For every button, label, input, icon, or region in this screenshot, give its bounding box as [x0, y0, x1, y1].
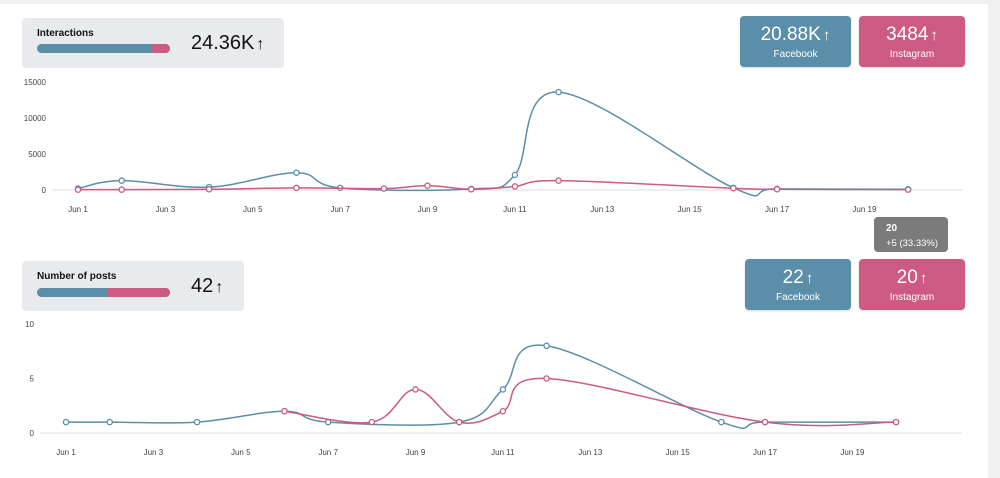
data-point-instagram — [293, 184, 300, 192]
data-point-instagram — [118, 186, 125, 193]
data-point-facebook — [718, 418, 725, 426]
interactions-instagram-badge[interactable]: 3484 ↑ Instagram — [859, 16, 965, 67]
chart-tooltip: 20 +5 (33.33%) — [874, 217, 948, 252]
x-tick-label: Jun 9 — [406, 448, 426, 457]
data-point-instagram — [205, 186, 213, 193]
x-tick-label: Jun 5 — [231, 448, 251, 457]
y-tick-label: 0 — [30, 429, 35, 438]
interactions-total-value: 24.36K — [191, 32, 255, 54]
x-tick-label: Jun 17 — [765, 205, 790, 214]
arrow-up-icon: ↑ — [822, 27, 831, 44]
x-tick-label: Jun 11 — [503, 205, 527, 214]
x-tick-label: Jun 1 — [68, 205, 88, 214]
interactions-label: Interactions — [37, 28, 94, 39]
arrow-up-icon: ↑ — [930, 27, 938, 44]
interactions-share-bar — [37, 44, 170, 53]
data-point-facebook — [543, 342, 550, 350]
interactions-instagram-share — [150, 44, 170, 53]
posts-instagram-name: Instagram — [889, 292, 935, 303]
posts-instagram-badge[interactable]: 20 ↑ Instagram — [859, 259, 965, 310]
data-point-facebook — [62, 418, 70, 426]
x-tick-label: Jun 15 — [678, 205, 703, 214]
y-tick-label: 10000 — [24, 114, 47, 123]
data-point-instagram — [730, 184, 737, 192]
data-point-instagram — [467, 186, 475, 193]
x-tick-label: Jun 15 — [666, 448, 691, 457]
x-tick-label: Jun 3 — [144, 448, 164, 457]
x-tick-label: Jun 3 — [156, 205, 176, 214]
data-point-instagram — [380, 185, 388, 192]
data-point-facebook — [193, 418, 201, 426]
y-tick-label: 5 — [30, 375, 35, 384]
interactions-instagram-value: 3484 — [886, 24, 929, 45]
interactions-total: 24.36K ↑ — [191, 32, 264, 55]
interactions-instagram-name: Instagram — [889, 49, 935, 60]
data-point-facebook — [499, 386, 507, 393]
arrow-up-icon: ↑ — [215, 279, 224, 296]
series-line-instagram — [284, 377, 897, 427]
y-tick-label: 0 — [42, 186, 47, 195]
tooltip-value: 20 — [886, 223, 898, 234]
x-tick-label: Jun 17 — [753, 448, 778, 457]
data-point-instagram — [424, 182, 431, 189]
arrow-up-icon: ↑ — [256, 36, 265, 53]
data-point-instagram — [511, 183, 519, 190]
data-point-instagram — [555, 177, 562, 184]
posts-facebook-name: Facebook — [776, 292, 820, 303]
posts-instagram-share — [106, 288, 170, 297]
tooltip-change: +5 (33.33%) — [886, 238, 939, 249]
series-line-facebook — [77, 91, 909, 197]
interactions-facebook-value: 20.88K — [760, 24, 821, 45]
arrow-up-icon: ↑ — [805, 270, 814, 287]
x-tick-label: Jun 13 — [578, 448, 603, 457]
data-point-instagram — [773, 186, 781, 193]
x-tick-label: Jun 13 — [590, 205, 615, 214]
x-tick-label: Jun 11 — [491, 448, 515, 457]
posts-total-value: 42 — [191, 275, 214, 297]
interactions-facebook-badge[interactable]: 20.88K ↑ Facebook — [740, 16, 851, 67]
data-point-instagram — [455, 418, 463, 426]
data-point-instagram — [499, 407, 507, 415]
data-point-instagram — [281, 407, 288, 415]
data-point-instagram — [761, 418, 769, 426]
y-tick-label: 15000 — [24, 78, 47, 87]
posts-share-bar — [37, 288, 170, 297]
interactions-facebook-name: Facebook — [773, 49, 818, 60]
data-point-facebook — [555, 88, 562, 96]
y-tick-label: 10 — [25, 320, 34, 329]
posts-total: 42 ↑ — [191, 275, 223, 298]
data-point-instagram — [904, 186, 912, 193]
data-point-instagram — [543, 375, 550, 382]
x-tick-label: Jun 7 — [330, 205, 350, 214]
x-tick-label: Jun 5 — [243, 205, 263, 214]
x-tick-label: Jun 9 — [418, 205, 438, 214]
posts-facebook-value: 22 — [782, 267, 804, 288]
data-point-facebook — [511, 171, 519, 179]
posts-summary: Number of posts 42 ↑ — [22, 261, 244, 311]
data-point-facebook — [118, 177, 125, 184]
x-tick-label: Jun 1 — [56, 448, 76, 457]
data-point-instagram — [892, 418, 900, 426]
interactions-summary: Interactions 24.36K ↑ — [22, 18, 284, 68]
x-tick-label: Jun 7 — [318, 448, 338, 457]
arrow-up-icon: ↑ — [919, 270, 928, 287]
data-point-instagram — [74, 186, 82, 193]
data-point-facebook — [106, 418, 113, 426]
data-point-instagram — [412, 386, 419, 393]
x-tick-label: Jun 19 — [852, 205, 877, 214]
x-tick-label: Jun 19 — [840, 448, 865, 457]
y-tick-label: 5000 — [28, 150, 46, 159]
data-point-instagram — [368, 418, 376, 426]
posts-label: Number of posts — [37, 271, 117, 282]
posts-instagram-value: 20 — [896, 267, 918, 288]
data-point-facebook — [293, 169, 300, 176]
posts-facebook-badge[interactable]: 22 ↑ Facebook — [745, 259, 851, 310]
series-line-facebook — [66, 344, 897, 429]
